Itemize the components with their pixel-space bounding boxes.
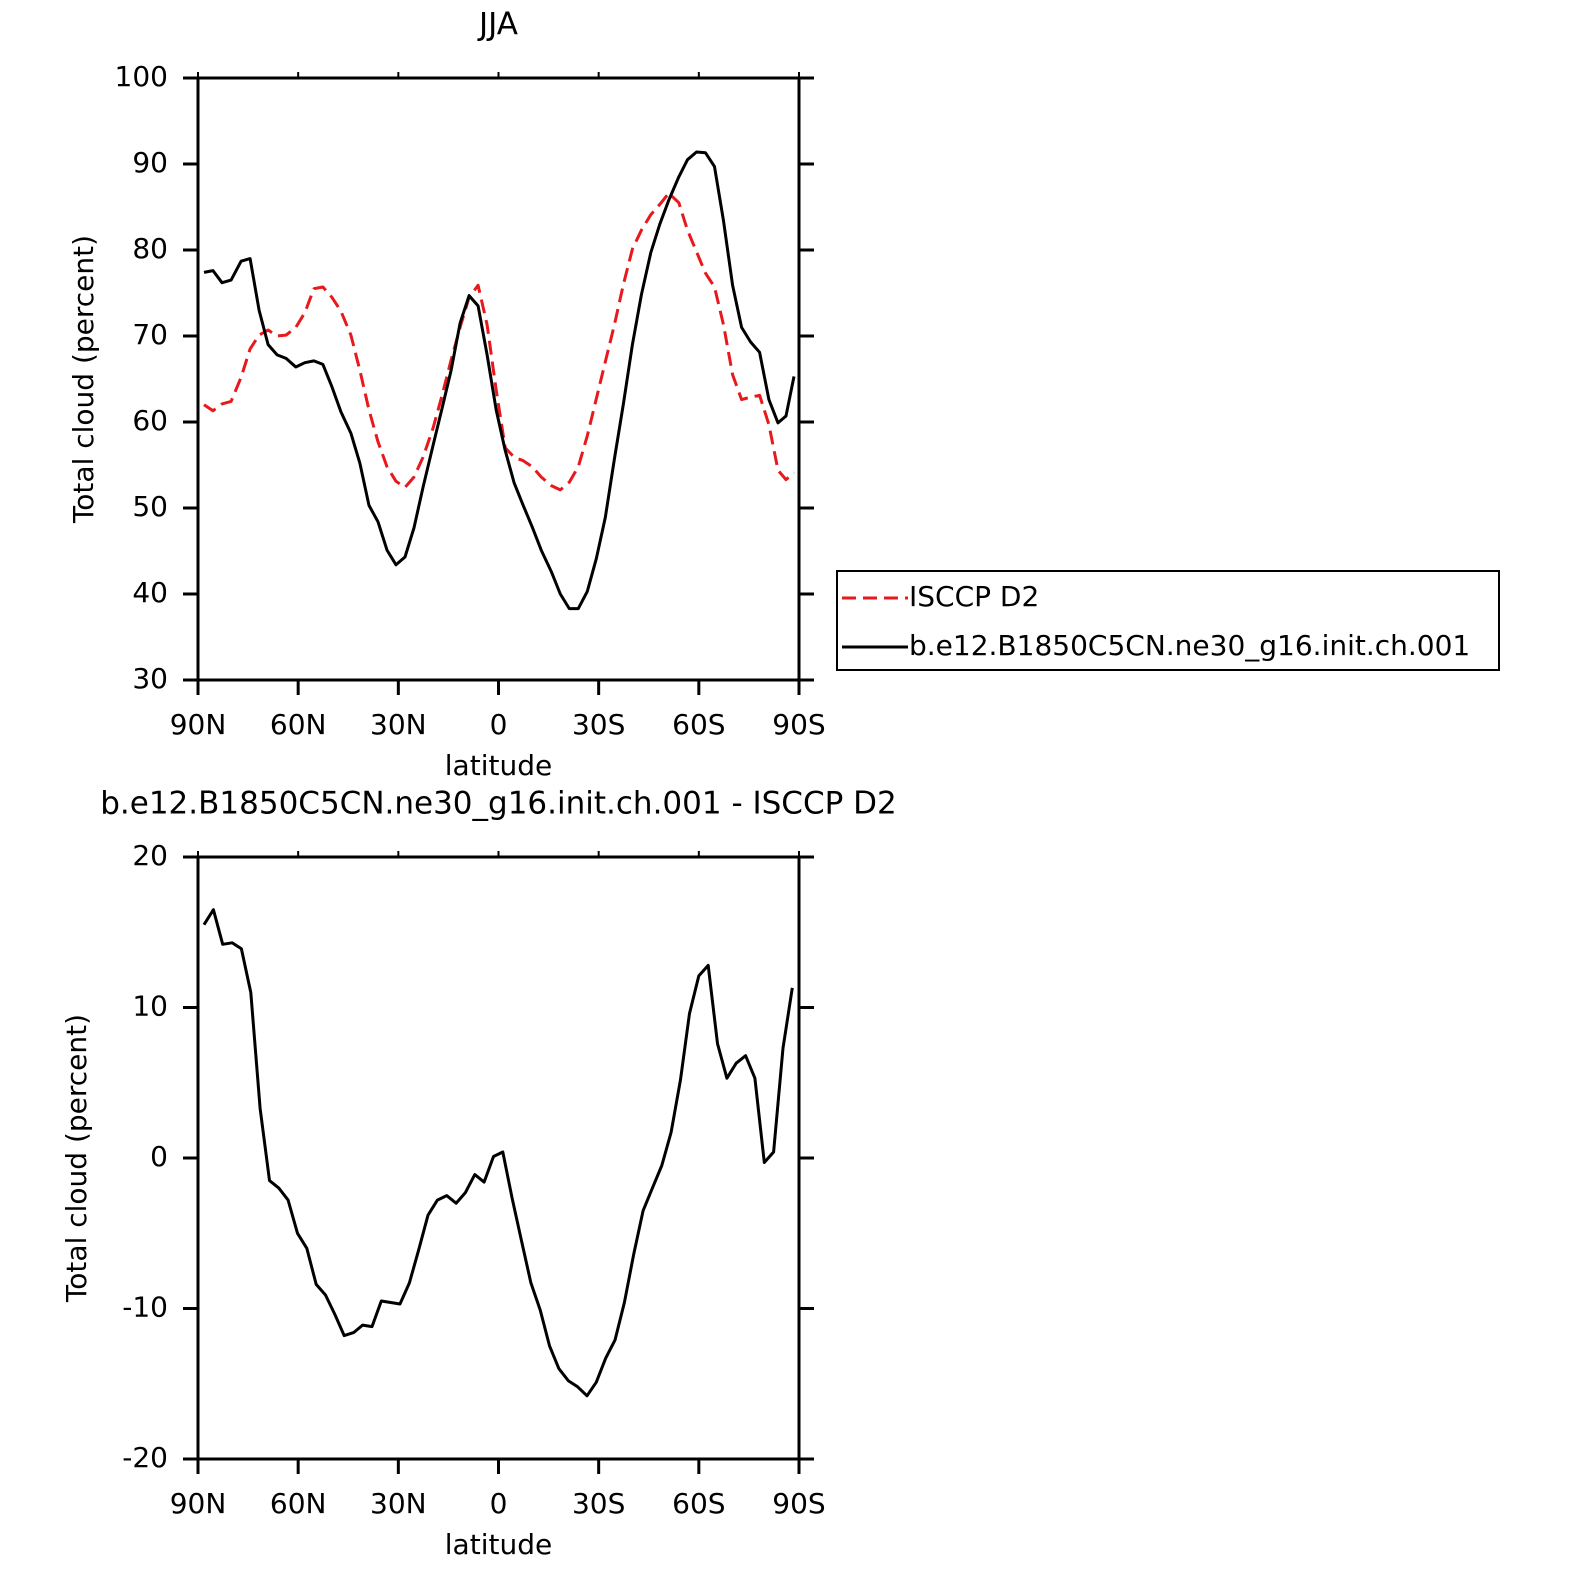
x-axis-label: latitude — [445, 749, 552, 782]
data-line — [202, 908, 794, 1398]
x-tick-label: 30N — [370, 1487, 427, 1520]
chart-title: JJA — [477, 7, 518, 43]
y-tick-label: 50 — [132, 490, 168, 523]
plot-frame — [196, 76, 801, 682]
y-tick-label: -10 — [122, 1291, 168, 1324]
y-tick-label: 100 — [115, 60, 168, 93]
x-tick-label: 0 — [490, 1487, 508, 1520]
y-tick-label: 40 — [132, 576, 168, 609]
x-tick-label: 90N — [170, 708, 227, 741]
x-axis-label: latitude — [445, 1528, 552, 1561]
x-tick-label: 90S — [772, 1487, 825, 1520]
data-line — [203, 150, 796, 611]
legend-label: ISCCP D2 — [909, 580, 1039, 613]
data-line — [203, 191, 795, 492]
x-tick-label: 60S — [672, 1487, 725, 1520]
y-tick-label: 30 — [132, 662, 168, 695]
x-tick-label: 90S — [772, 708, 825, 741]
x-tick-label: 30S — [572, 708, 625, 741]
legend: ISCCP D2 b.e12.B1850C5CN.ne30_g16.init.ch… — [836, 570, 1500, 671]
y-axis-label: Total cloud (percent) — [60, 1014, 93, 1303]
y-tick-label: 60 — [132, 404, 168, 437]
y-tick-label: 0 — [150, 1140, 168, 1173]
y-tick-label: 90 — [132, 146, 168, 179]
x-tick-label: 60N — [270, 708, 327, 741]
x-tick-label: 60S — [672, 708, 725, 741]
y-tick-label: 20 — [132, 839, 168, 872]
x-tick-label: 0 — [490, 708, 508, 741]
y-tick-label: 70 — [132, 318, 168, 351]
x-tick-label: 60N — [270, 1487, 327, 1520]
y-tick-label: 10 — [132, 990, 168, 1023]
legend-label: b.e12.B1850C5CN.ne30_g16.init.ch.001 — [909, 629, 1470, 662]
chart-title: b.e12.B1850C5CN.ne30_g16.init.ch.001 - I… — [100, 786, 897, 822]
x-tick-label: 90N — [170, 1487, 227, 1520]
plot-frame — [196, 855, 801, 1461]
y-axis-label: Total cloud (percent) — [67, 235, 100, 524]
x-tick-label: 30N — [370, 708, 427, 741]
x-tick-label: 30S — [572, 1487, 625, 1520]
legend-box — [836, 570, 1500, 671]
y-tick-label: -20 — [122, 1441, 168, 1474]
y-tick-label: 80 — [132, 232, 168, 265]
